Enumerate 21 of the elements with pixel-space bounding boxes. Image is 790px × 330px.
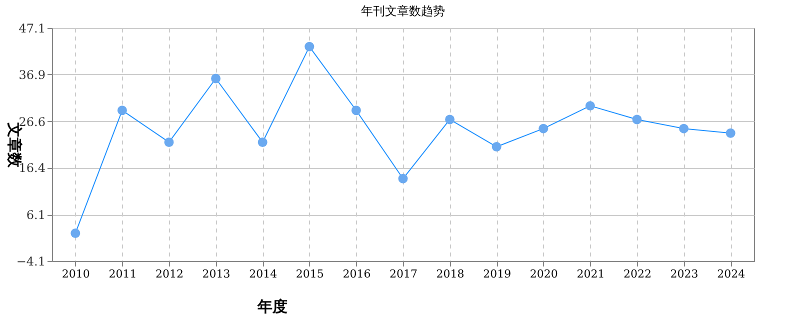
- x-tick-label: 2020: [530, 268, 558, 280]
- x-tick-label: 2016: [342, 268, 371, 280]
- x-tick-label: 2012: [156, 268, 184, 280]
- x-tick-label: 2010: [62, 268, 90, 280]
- x-tick-label: 2018: [436, 268, 464, 280]
- x-tick-label: 2015: [296, 268, 324, 280]
- x-tick-label: 2024: [717, 268, 746, 280]
- y-tick-label: 36.9: [18, 68, 46, 82]
- y-tick-label: 6.1: [26, 208, 46, 222]
- x-tick-label: 2023: [670, 268, 698, 280]
- x-tick-label: 2019: [483, 268, 512, 280]
- x-tick-label: 2011: [108, 268, 137, 280]
- x-tick-label: 2013: [202, 268, 230, 280]
- y-tick-label: 47.1: [18, 22, 46, 36]
- x-tick-label: 2021: [576, 268, 605, 280]
- x-tick-label: 2022: [624, 268, 652, 280]
- x-axis-title: 年度: [256, 298, 288, 316]
- x-tick-label: 2017: [390, 268, 418, 280]
- x-tick-label: 2014: [249, 268, 278, 280]
- chart-title: 年刊文章数趋势: [361, 4, 445, 18]
- y-tick-label: −4.1: [16, 254, 46, 268]
